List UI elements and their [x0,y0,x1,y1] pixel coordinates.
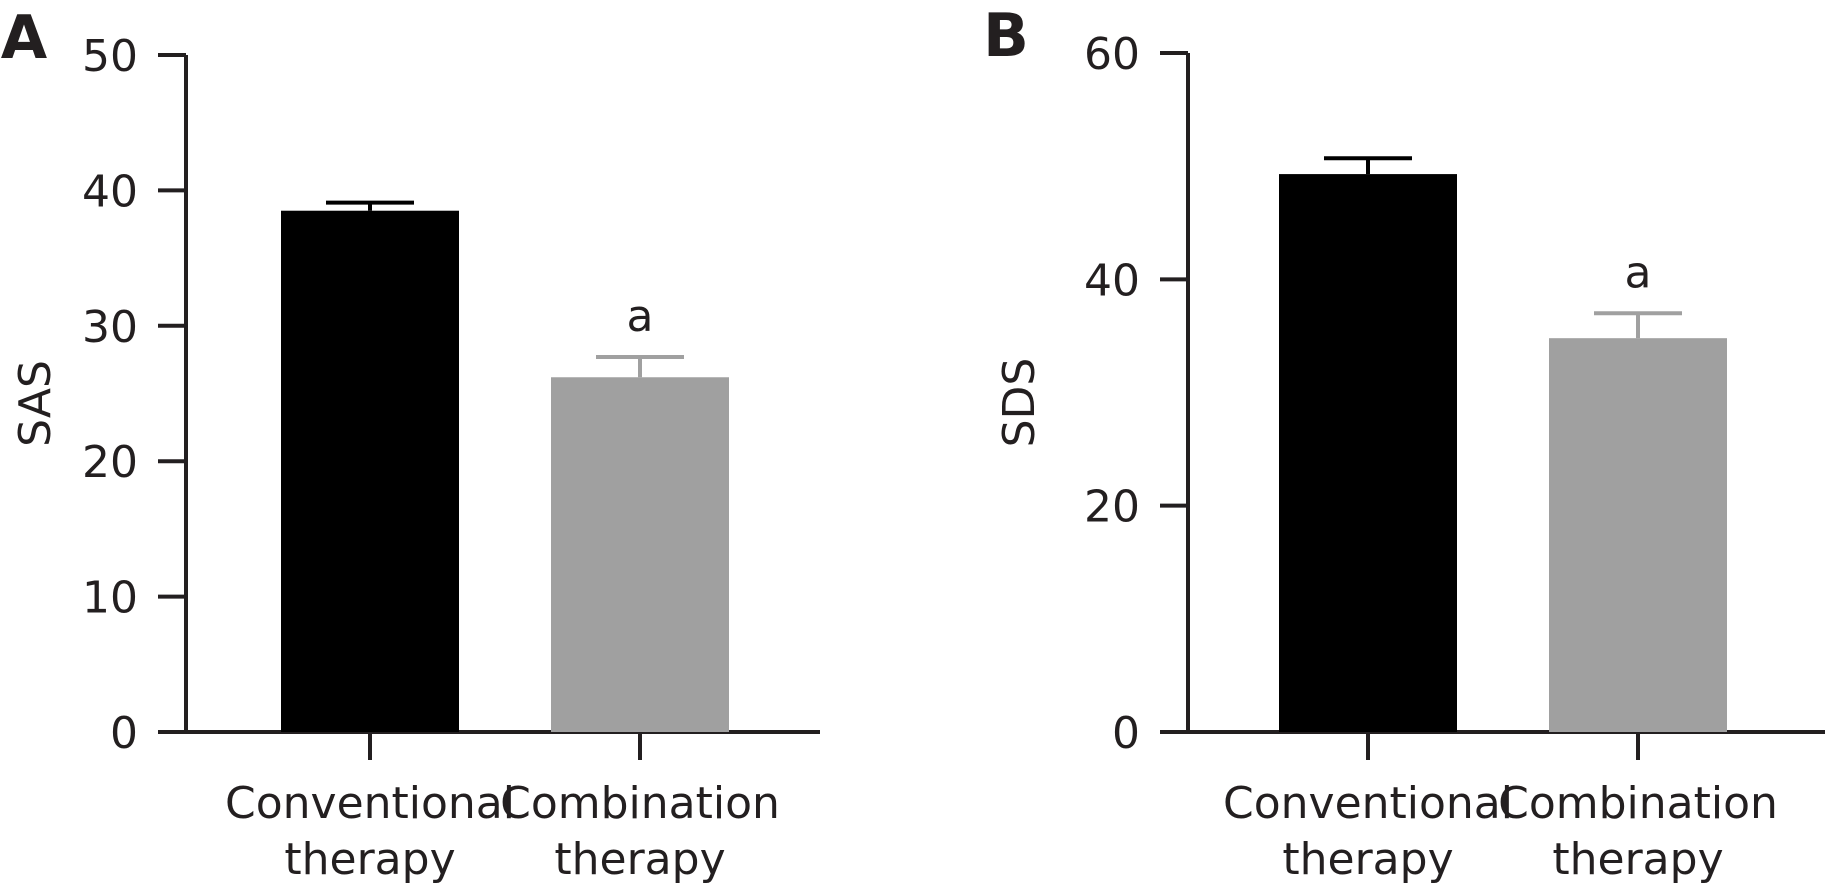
x-tick-label: Conventional [225,778,515,829]
x-tick-label: therapy [1282,834,1453,885]
y-axis-label: SAS [10,360,61,447]
y-tick-label: 0 [1112,708,1140,759]
bar [281,210,459,732]
x-tick-label: Conventional [1223,778,1513,829]
y-tick-label: 40 [82,166,138,217]
y-tick-label: 40 [1084,255,1140,306]
bar [1279,174,1457,733]
panel-label: A [1,3,48,73]
y-tick-label: 20 [82,437,138,488]
y-tick-label: 0 [110,708,138,759]
x-tick-label: Combination [500,778,780,829]
x-tick-label: therapy [284,834,455,885]
panel-label: B [983,1,1029,71]
chart-panel-b: B0204060SDSConventionaltherapyCombinatio… [983,1,1825,885]
x-tick-label: therapy [1552,834,1723,885]
y-tick-label: 30 [82,302,138,353]
x-tick-label: Combination [1498,778,1778,829]
y-tick-label: 10 [82,573,138,624]
y-tick-label: 20 [1084,482,1140,533]
chart-panel-a: A01020304050SASConventionaltherapyCombin… [1,3,820,885]
significance-label: a [627,291,654,342]
y-tick-label: 60 [1084,29,1140,80]
y-axis-label: SDS [994,358,1045,448]
y-tick-label: 50 [82,31,138,82]
significance-label: a [1625,247,1652,298]
bar [1549,338,1727,732]
bar [551,377,729,732]
x-tick-label: therapy [554,834,725,885]
